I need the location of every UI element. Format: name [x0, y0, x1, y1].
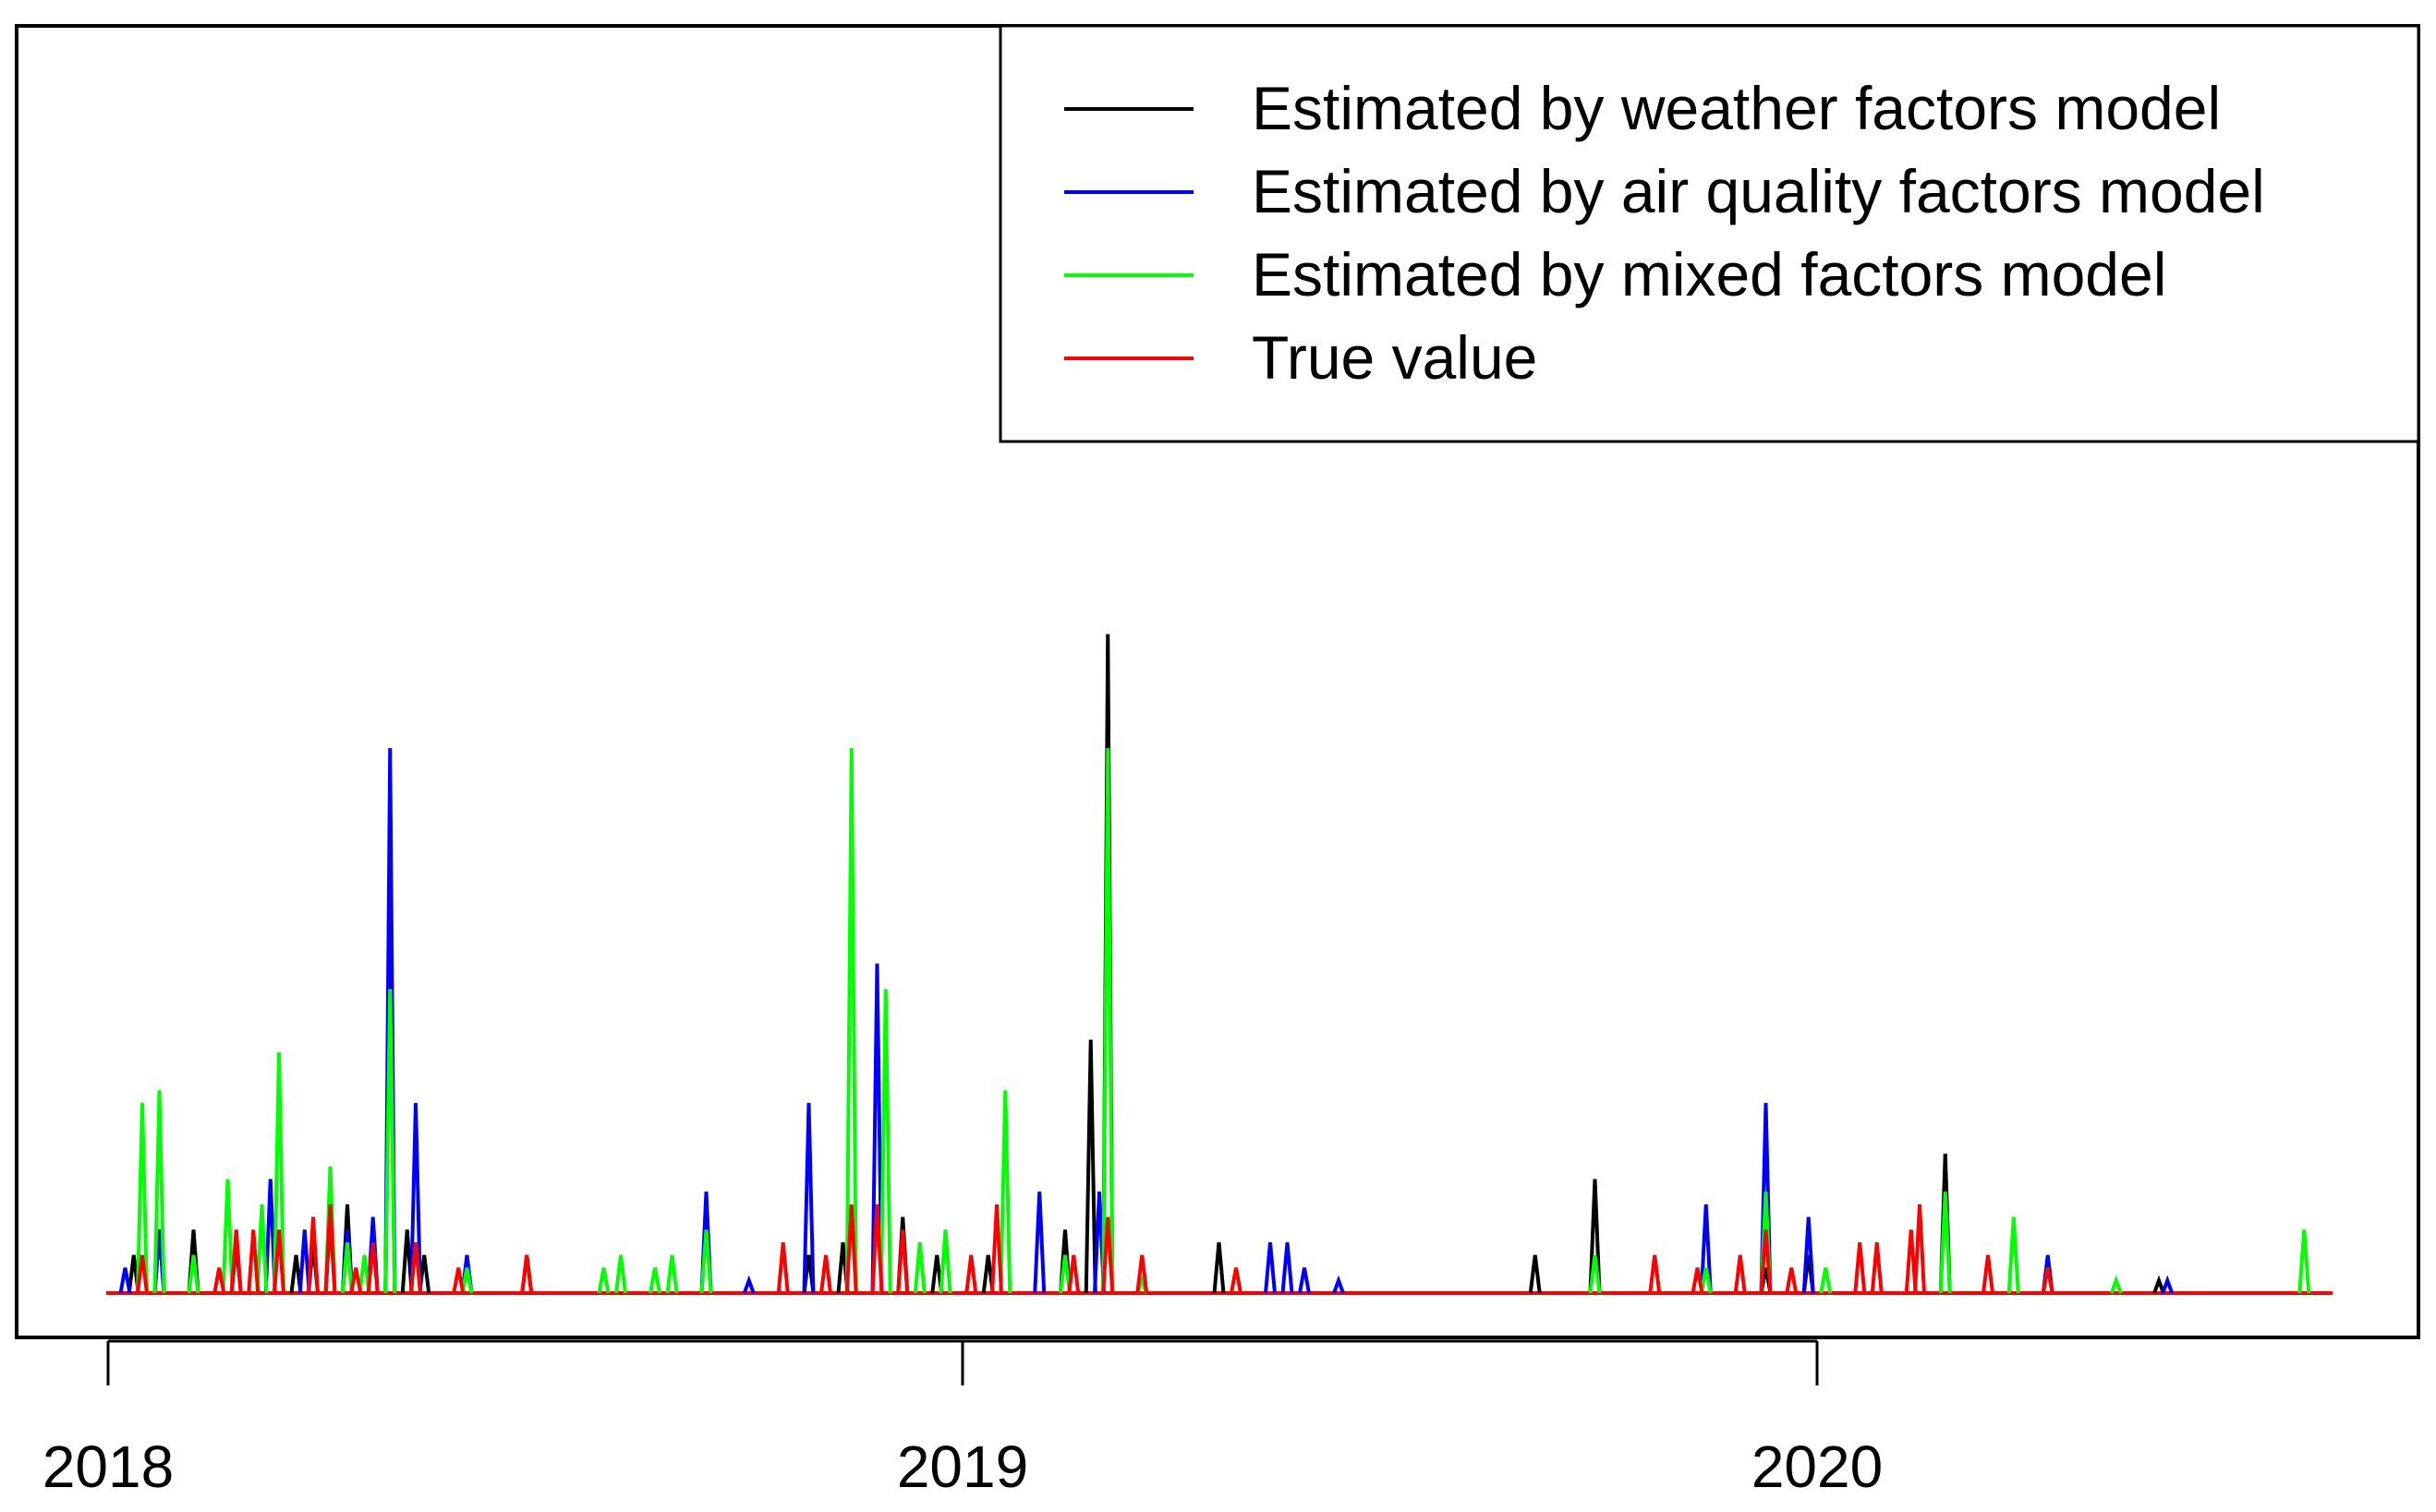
spike-1-23	[2161, 1275, 2175, 1294]
spike-2-8	[358, 1254, 371, 1294]
spike-1-13	[1033, 1191, 1047, 1294]
legend-label-mixed: Estimated by mixed factors model	[1252, 240, 2166, 308]
spike-2-17	[844, 748, 858, 1294]
spike-2-26	[1699, 1267, 1713, 1294]
spike-1-3	[297, 1229, 311, 1294]
legend: Estimated by weather factors model Estim…	[999, 24, 2420, 443]
spike-1-19	[1699, 1204, 1713, 1294]
spike-2-16	[699, 1229, 713, 1294]
legend-label-air-quality: Estimated by air quality factors model	[1252, 157, 2265, 225]
spike-3-13	[819, 1254, 832, 1294]
spike-2-29	[1938, 1191, 1952, 1294]
x-tick-label-2020: 2020	[1751, 1433, 1883, 1500]
spike-2-21	[999, 1090, 1012, 1294]
spike-3-11	[520, 1254, 534, 1294]
spike-3-27	[1785, 1267, 1799, 1294]
spike-3-18	[990, 1204, 1003, 1294]
spike-2-15	[665, 1254, 679, 1294]
data-spikes	[118, 634, 2311, 1294]
spike-3-15	[870, 1204, 884, 1294]
spike-2-18	[879, 988, 892, 1294]
spike-3-5	[307, 1216, 320, 1294]
spike-2-7	[341, 1241, 354, 1294]
spike-2-2	[187, 1254, 200, 1294]
spike-2-13	[614, 1254, 627, 1294]
spike-0-19	[1084, 1039, 1097, 1294]
spike-3-9	[409, 1241, 422, 1294]
spike-2-33	[2297, 1229, 2311, 1294]
spike-3-10	[452, 1267, 466, 1294]
spike-3-23	[1648, 1254, 1662, 1294]
spike-3-20	[1101, 1216, 1115, 1294]
spike-3-33	[2041, 1267, 2054, 1294]
spike-3-31	[1913, 1204, 1926, 1294]
spike-2-3	[221, 1179, 235, 1294]
spike-2-19	[913, 1241, 927, 1294]
spike-3-16	[896, 1229, 910, 1294]
spike-0-28	[2152, 1275, 2165, 1294]
spike-2-1	[152, 1090, 166, 1294]
spike-3-30	[1904, 1229, 1918, 1294]
spike-3-25	[1733, 1254, 1747, 1294]
spike-3-3	[247, 1229, 261, 1294]
spike-2-22	[1059, 1254, 1072, 1294]
spike-1-17	[1298, 1267, 1311, 1294]
spike-3-4	[273, 1229, 285, 1294]
spike-3-22	[1230, 1267, 1242, 1294]
spike-2-11	[460, 1267, 474, 1294]
spike-3-26	[1759, 1229, 1773, 1294]
x-axis: 2018 2019 2020	[42, 1339, 1883, 1500]
spike-1-10	[742, 1275, 756, 1294]
spike-2-12	[597, 1267, 611, 1294]
spike-0-23	[1588, 1179, 1602, 1294]
spike-1-7	[409, 1103, 422, 1294]
spike-1-16	[1280, 1241, 1294, 1294]
spike-2-9	[383, 988, 397, 1294]
spike-3-12	[776, 1241, 790, 1294]
spike-1-21	[1801, 1216, 1815, 1294]
spike-3-19	[1067, 1254, 1081, 1294]
legend-box	[999, 24, 2420, 443]
spike-2-30	[2006, 1216, 2020, 1294]
spike-2-32	[2109, 1275, 2123, 1294]
spike-3-2	[229, 1229, 243, 1294]
spike-1-15	[1264, 1241, 1277, 1294]
spike-3-29	[1870, 1241, 1884, 1294]
spike-3-0	[136, 1254, 149, 1294]
series-3	[136, 1204, 2054, 1294]
spike-2-0	[136, 1103, 149, 1294]
spike-2-28	[1819, 1267, 1833, 1294]
spike-1-18	[1332, 1275, 1345, 1294]
spike-1-11	[802, 1103, 816, 1294]
spike-2-14	[648, 1267, 661, 1294]
spike-3-6	[323, 1204, 337, 1294]
x-tick-label-2019: 2019	[897, 1433, 1028, 1500]
spike-3-28	[1853, 1241, 1867, 1294]
spike-2-23	[1101, 748, 1115, 1294]
spike-3-1	[212, 1267, 226, 1294]
spike-3-17	[964, 1254, 978, 1294]
spike-1-0	[118, 1267, 132, 1294]
spike-3-8	[366, 1241, 380, 1294]
spike-3-21	[1135, 1254, 1149, 1294]
series-2	[136, 748, 2311, 1294]
spike-3-32	[1982, 1254, 1994, 1294]
spike-0-21	[1212, 1241, 1226, 1294]
legend-label-true-value: True value	[1252, 323, 1537, 392]
legend-label-weather: Estimated by weather factors model	[1252, 74, 2221, 142]
spike-3-7	[349, 1267, 363, 1294]
spike-1-12	[870, 963, 884, 1294]
spike-2-20	[939, 1229, 952, 1294]
spike-0-22	[1528, 1254, 1542, 1294]
spike-3-14	[844, 1204, 858, 1294]
x-tick-label-2018: 2018	[42, 1433, 174, 1500]
spike-2-4	[255, 1204, 269, 1294]
spike-2-25	[1588, 1254, 1602, 1294]
spike-2-5	[273, 1052, 285, 1294]
spike-3-24	[1691, 1267, 1704, 1294]
